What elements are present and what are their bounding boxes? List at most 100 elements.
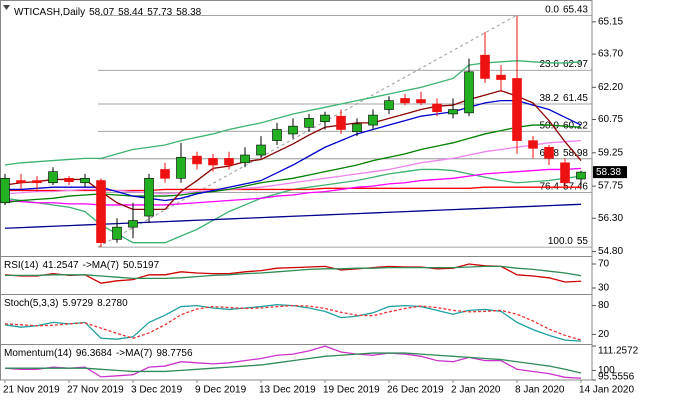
candle-body: [464, 71, 474, 114]
candle-body: [400, 98, 410, 104]
candle-body: [96, 180, 106, 243]
candle-body: [240, 154, 250, 164]
indicator-readout: 98.7756: [156, 348, 193, 359]
candle-body: [0, 178, 10, 204]
indicator-readout: 8.2780: [97, 298, 128, 309]
candle-body: [368, 114, 378, 126]
y-tick-label: 57.75: [598, 181, 623, 192]
fib-label: 38.2 61.45: [540, 93, 589, 104]
x-tick-label: 8 Jan 2020: [515, 385, 565, 396]
y-tick-label: 20: [598, 329, 610, 340]
fib-ratio: 100.0: [548, 236, 573, 247]
y-tick-label: 100: [598, 365, 615, 376]
indicator-readout: 50.5197: [123, 260, 160, 271]
y-tick-label: 60.75: [598, 114, 623, 125]
candle-body: [480, 54, 490, 79]
fib-price: 60.22: [563, 120, 588, 131]
candle-body: [576, 171, 586, 180]
candle-body: [304, 118, 314, 128]
candle-body: [16, 180, 26, 184]
fib-ratio: 38.2: [540, 93, 560, 104]
symbol-title: WTICASH,Daily: [14, 7, 85, 18]
x-tick-label: 27 Nov 2019: [67, 385, 124, 396]
candle-body: [176, 156, 186, 179]
price-box: [593, 166, 627, 179]
indicator-title: Momentum(14) 96.3684 ->MA(7) 98.7756: [4, 348, 193, 359]
y-tick-label: 59.25: [598, 147, 623, 158]
candle-body: [112, 226, 122, 240]
chart-title: WTICASH,Daily 58.07 58.44 57.73 58.38: [14, 7, 202, 18]
candle-body: [336, 115, 346, 130]
x-tick-label: 26 Dec 2019: [387, 385, 444, 396]
candle-body: [208, 158, 218, 166]
indicator-readout: 96.3684: [76, 348, 113, 359]
ohlc-readout: 57.73: [147, 7, 172, 18]
candle-body: [416, 99, 426, 104]
candle-body: [528, 140, 538, 149]
x-tick-label: 14 Jan 2020: [579, 385, 634, 396]
x-tick-label: 3 Dec 2019: [131, 385, 183, 396]
indicator-name: Stoch(5,3,3): [4, 298, 58, 309]
fib-price: 61.45: [563, 93, 588, 104]
candle-body: [224, 158, 234, 166]
candle-body: [32, 180, 42, 184]
indicator-ma-name: ->MA(7): [116, 348, 152, 359]
indicator-readout: 5.9729: [62, 298, 93, 309]
y-tick-label: 30: [598, 283, 610, 294]
indicator-line: [5, 352, 582, 374]
candle-body: [352, 123, 362, 133]
y-tick-label: 62.20: [598, 82, 623, 93]
fib-ratio: 0.0: [545, 4, 559, 15]
y-tick-label: 80: [598, 300, 610, 311]
y-tick-label: 95.5556: [598, 372, 635, 383]
candle-body: [128, 220, 138, 228]
x-tick-label: 2 Jan 2020: [451, 385, 501, 396]
candle-body: [256, 144, 266, 156]
candle-body: [160, 169, 170, 179]
indicator-title: RSI(14) 41.2547 ->MA(7) 50.5197: [4, 260, 160, 271]
candle-body: [496, 74, 506, 80]
fib-label: 100.0 55: [548, 236, 589, 247]
y-tick-label: 63.70: [598, 49, 623, 60]
y-tick-label: 70: [598, 259, 610, 270]
indicator-line: [4, 345, 582, 379]
symbol-icon: [3, 5, 10, 10]
fib-ratio: 23.6: [540, 59, 560, 70]
candle-body: [288, 125, 298, 135]
fib-price: 58.98: [563, 147, 588, 158]
candle-body: [320, 114, 330, 123]
candle-body: [48, 171, 58, 184]
ohlc-readout: 58.07: [89, 7, 114, 18]
candle-body: [192, 155, 202, 165]
fib-price: 55: [577, 236, 589, 247]
candle-body: [560, 162, 570, 184]
y-tick-label: 54.80: [598, 246, 623, 257]
ohlc-readout: 58.44: [118, 7, 143, 18]
x-tick-label: 19 Dec 2019: [323, 385, 380, 396]
fib-price: 62.97: [563, 59, 588, 70]
x-tick-label: 21 Nov 2019: [3, 385, 60, 396]
x-tick-label: 13 Dec 2019: [259, 385, 316, 396]
candle-body: [544, 146, 554, 159]
indicator-name: RSI(14): [4, 260, 38, 271]
candle-body: [384, 100, 394, 110]
x-tick-label: 9 Dec 2019: [195, 385, 247, 396]
candle-body: [272, 129, 282, 141]
indicator-ma-name: ->MA(7): [83, 260, 119, 271]
fib-label: 0.0 65.43: [545, 4, 588, 15]
ohlc-readout: 58.38: [176, 7, 201, 18]
candle-body: [448, 109, 458, 115]
candle-body: [144, 178, 154, 217]
indicator-readout: 41.2547: [42, 260, 79, 271]
fib-price: 65.43: [563, 4, 588, 15]
fib-label: 23.6 62.97: [540, 59, 589, 70]
indicator-name: Momentum(14): [4, 348, 72, 359]
y-tick-label: 111.2572: [598, 346, 639, 357]
candle-body: [64, 178, 74, 182]
indicator-line: [5, 265, 582, 280]
y-tick-label: 56.30: [598, 213, 623, 224]
price-box-label: 58.38: [596, 167, 621, 178]
candle-body: [512, 78, 522, 141]
